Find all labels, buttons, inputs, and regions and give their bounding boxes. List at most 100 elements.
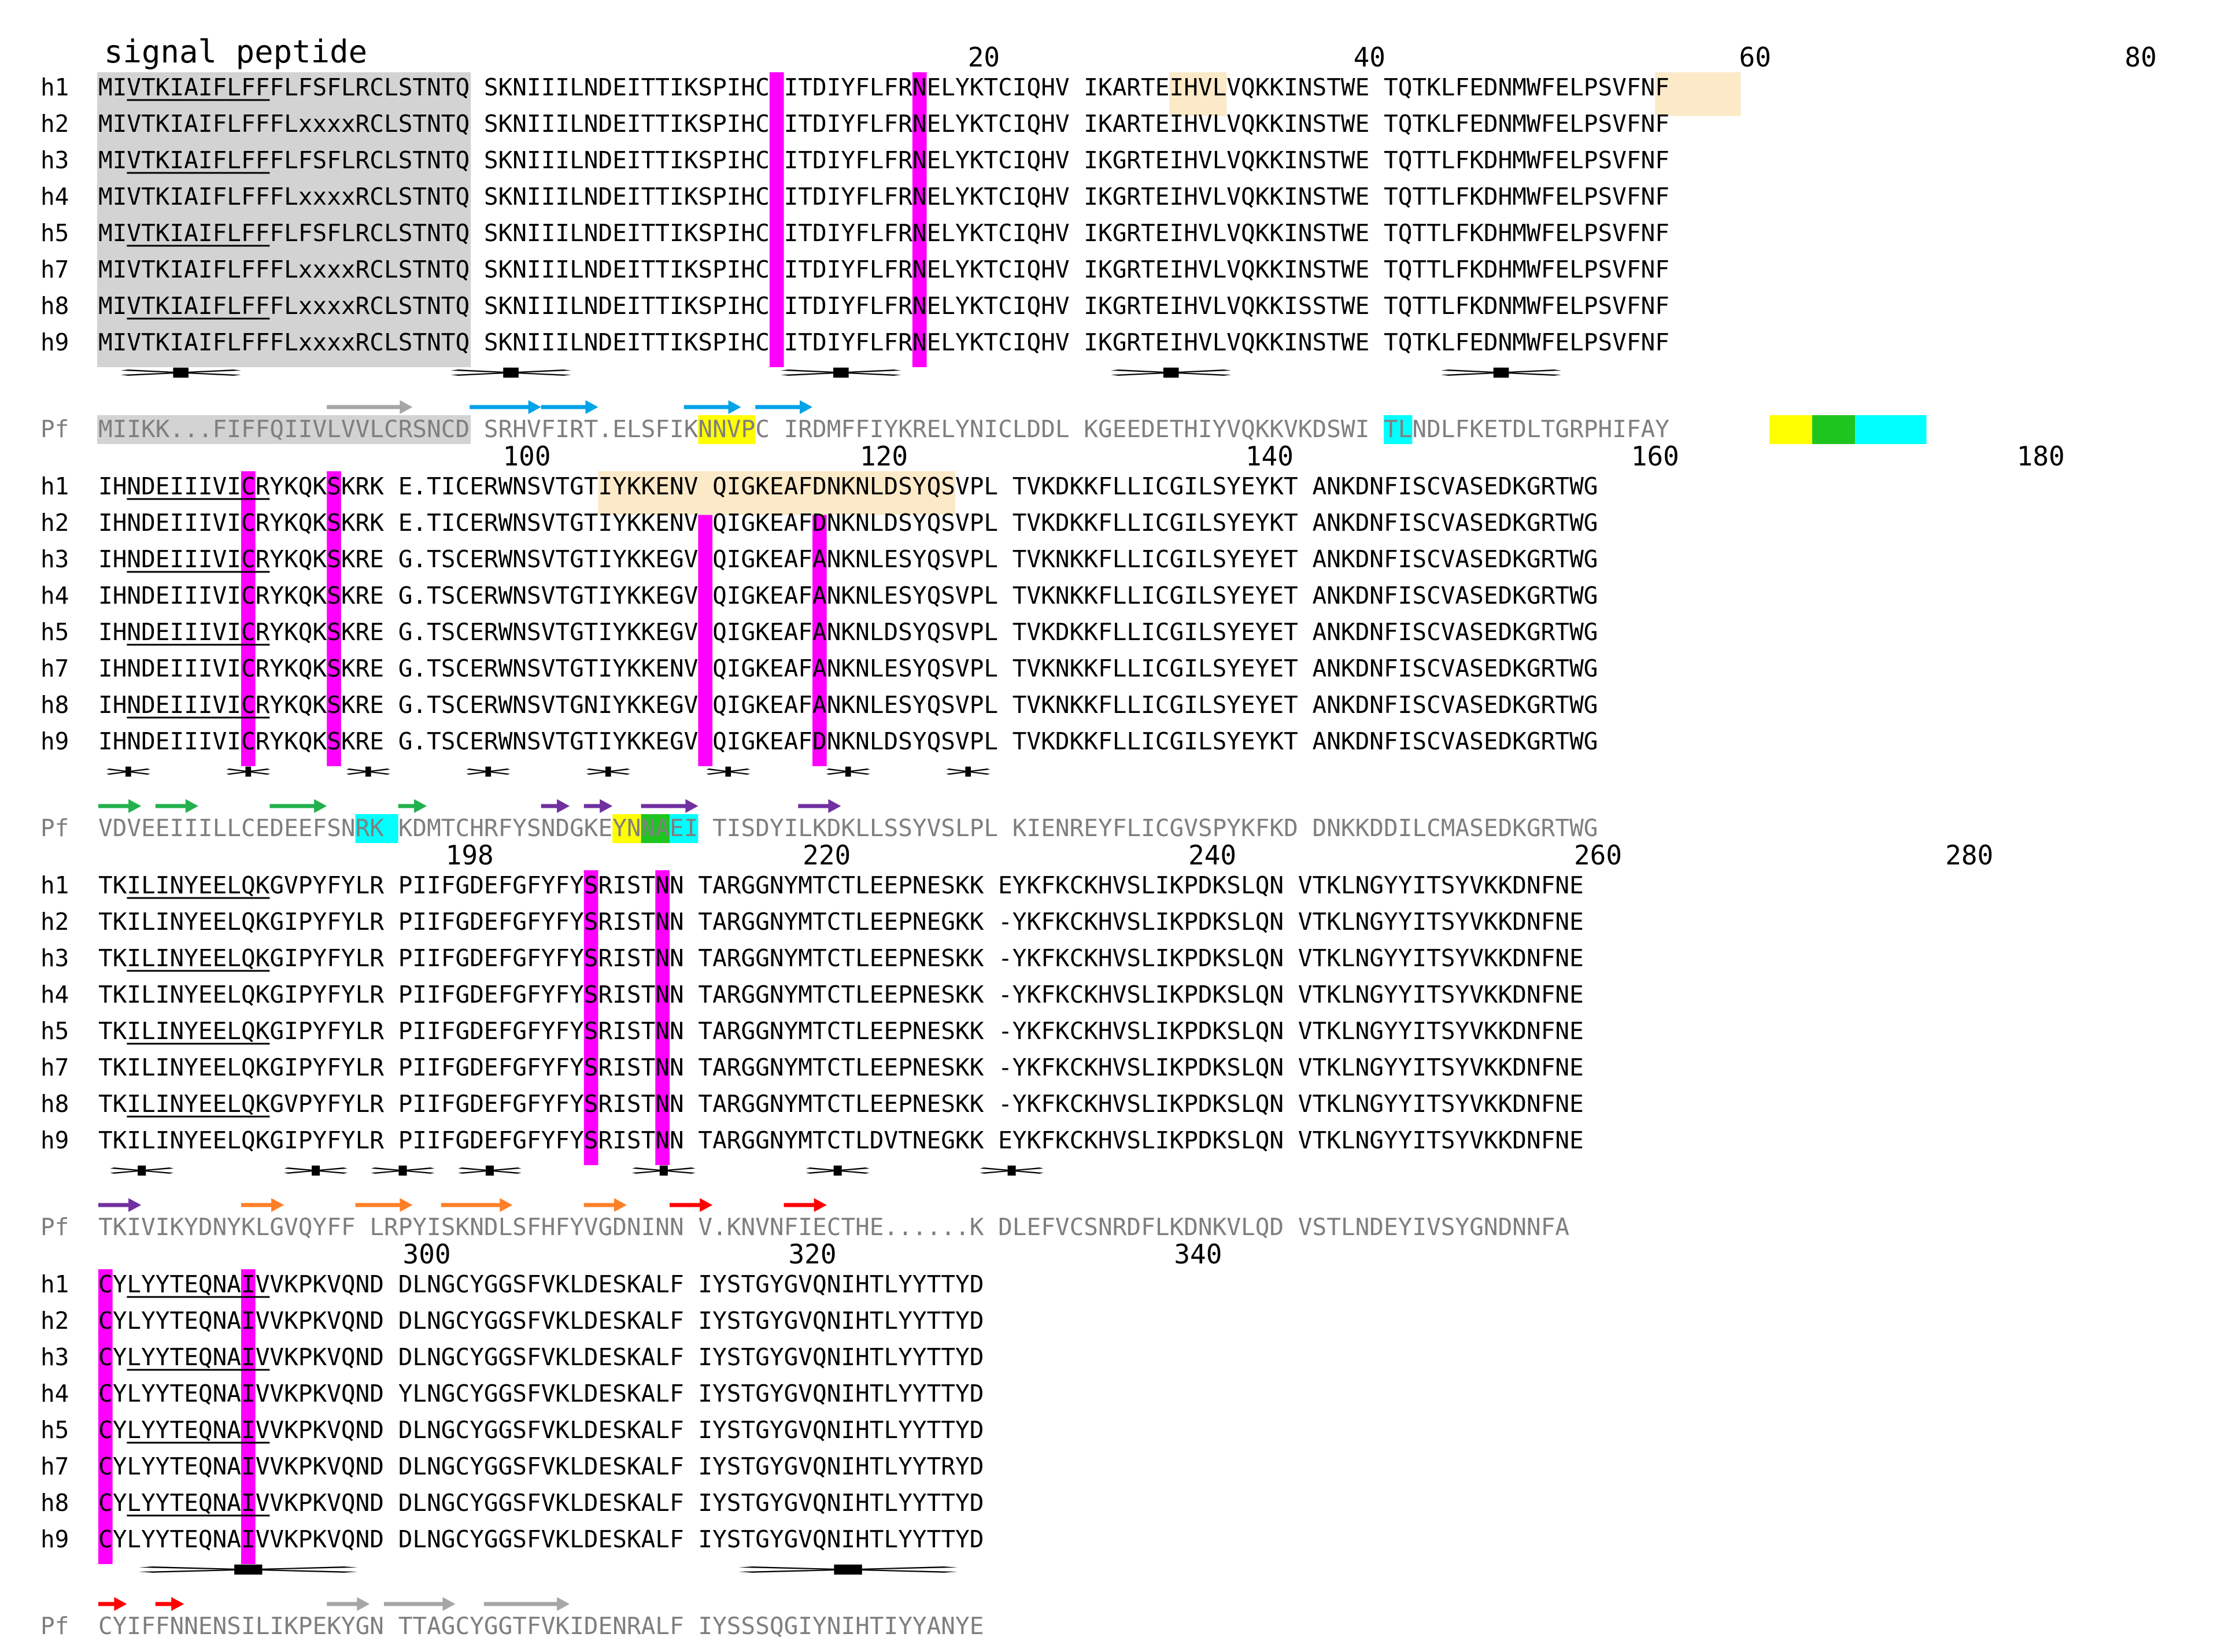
conservation-stars: * * * * * * * * [98, 763, 998, 788]
pf-green-box [641, 814, 670, 843]
position-number: 198 [446, 840, 494, 871]
pf-sequence-row: CYIFFNNENSILIKPEKYGN TTAGCYGGTFVKIDENRAL… [98, 1612, 984, 1640]
signal-peptide-title: signal peptide [104, 34, 367, 70]
sequence-label: h5 [40, 219, 69, 247]
sequence-row: CYLYYTEQNAIVVKPKVQND DLNGCYGGSFVKLDESKAL… [98, 1270, 984, 1298]
sequence-label: h9 [40, 1525, 69, 1553]
sequence-label: h2 [40, 1307, 69, 1335]
sequence-row: IHNDEIIIVICRYKQKSKRK E.TICERWNSVTGTIYKKE… [98, 509, 1598, 537]
sequence-label: h4 [40, 981, 69, 1008]
conservation-stars: * *** * * * [98, 1162, 1055, 1187]
sequence-label: h9 [40, 328, 69, 356]
sequence-row: TKILINYEELQKGIPYFYLR PIIFGDEFGFYFYSRISTN… [98, 1054, 1584, 1081]
strand-arrow-head [814, 1198, 827, 1212]
pf-cyan-box [355, 814, 398, 843]
sequence-row: MIVTKIAIFLFFFLxxxxRCLSTNTQ SKNIIILNDEITT… [98, 110, 1669, 138]
sequence-row: TKILINYEELQKGIPYFYLR PIIFGDEFGFYFYSRISTN… [98, 1126, 1584, 1154]
alignment-text: signal peptide 20 40 60 80 h1 MIVTKIAIFLFFFLF… [40, 34, 2157, 1640]
highlight-layer [97, 72, 1927, 1564]
sequence-row: IHNDEIIIVICRYKQKSKRE G.TSCERWNSVTGTIYKKE… [98, 582, 1598, 609]
cream-box [598, 471, 955, 515]
sequence-row: MIVTKIAIFLFFFLFSFLRCLSTNTQ SKNIIILNDEITT… [98, 146, 1669, 174]
cream-box [1169, 72, 1227, 116]
strand-arrow-head [614, 1198, 627, 1212]
pf-cyan-box [1855, 415, 1927, 444]
sequence-label: h9 [40, 727, 69, 755]
cream-box [1655, 72, 1741, 116]
sequence-row: IHNDEIIIVICRYKQKSKRE G.TSCERWNSVTGTIYKKE… [98, 618, 1598, 646]
pf-sequence-row: VDVEEIIILLCEDEEFSNRK KDMTCHRFYSNDGKEYNNA… [98, 814, 1598, 842]
strand-arrow-head [114, 1597, 127, 1611]
pf-label: Pf [40, 415, 69, 443]
strand-arrow-head [414, 799, 427, 813]
pf-sequence-row: MIIKK...FIFFQIIVLVVLCRSNCD SRHVFIRT.ELSF… [98, 415, 1669, 443]
sequence-row: MIVTKIAIFLFFFLFSFLRCLSTNTQ SKNIIILNDEITT… [98, 73, 1669, 101]
position-number: 140 [1246, 441, 1294, 472]
sequence-row: TKILINYEELQKGIPYFYLR PIIFGDEFGFYFYSRISTN… [98, 981, 1584, 1008]
strand-arrow-head [500, 1198, 513, 1212]
position-number: 180 [2017, 441, 2065, 472]
cysteine-column [769, 72, 784, 367]
sequence-row: CYLYYTEQNAIVVKPKVQND DLNGCYGGSFVKLDESKAL… [98, 1489, 984, 1517]
sequence-label: h7 [40, 1054, 69, 1081]
sequence-label: h8 [40, 292, 69, 320]
sequence-label: h3 [40, 944, 69, 972]
sequence-row: IHNDEIIIVICRYKQKSKRK E.TICERWNSVTGTIYKKE… [98, 472, 1598, 500]
strand-arrow-head [314, 799, 327, 813]
sequence-row: TKILINYEELQKGIPYFYLR PIIFGDEFGFYFYSRISTN… [98, 908, 1584, 936]
pf-label: Pf [40, 1612, 69, 1640]
sequence-label: h9 [40, 1126, 69, 1154]
pf-sequence-row: TKIVIKYDNYKLGVQYFF LRPYISKNDLSFHFYVGDNIN… [98, 1213, 1569, 1241]
cysteine-column [98, 1269, 113, 1564]
sequence-row: CYLYYTEQNAIVVKPKVQND YLNGCYGGSFVKLDESKAL… [98, 1380, 984, 1407]
strand-arrow-head [700, 1198, 713, 1212]
strand-arrow-head [685, 799, 699, 813]
sequence-label: h5 [40, 618, 69, 646]
position-number: 160 [1631, 441, 1679, 472]
sequence-label: h3 [40, 545, 69, 573]
position-number: 220 [803, 840, 851, 871]
sequence-label: h4 [40, 1380, 69, 1407]
strand-arrow-head [128, 1198, 142, 1212]
sequence-label: h2 [40, 509, 69, 537]
sequence-row: TKILINYEELQKGIPYFYLR PIIFGDEFGFYFYSRISTN… [98, 1017, 1584, 1045]
sequence-row: MIVTKIAIFLFFFLxxxxRCLSTNTQ SKNIIILNDEITT… [98, 328, 1669, 356]
cysteine-column [698, 471, 713, 766]
strand-arrow-head [128, 799, 142, 813]
sequence-row: MIVTKIAIFLFFFLxxxxRCLSTNTQ SKNIIILNDEITT… [98, 256, 1669, 283]
sequence-row: CYLYYTEQNAIVVKPKVQND DLNGCYGGSFVKLDESKAL… [98, 1453, 984, 1480]
cysteine-column [812, 471, 827, 766]
sequence-label: h3 [40, 146, 69, 174]
pf-cyan-box [670, 814, 699, 843]
position-number: 40 [1354, 42, 1385, 73]
sequence-label: h1 [40, 73, 69, 101]
strand-arrow-head [557, 1597, 570, 1611]
strand-arrow-head [585, 400, 598, 414]
pf-green-box [1812, 415, 1856, 444]
sequence-row: CYLYYTEQNAIVVKPKVQND DLNGCYGGSFVKLDESKAL… [98, 1307, 984, 1335]
cysteine-column [655, 870, 670, 1165]
position-number: 20 [968, 42, 1000, 73]
sequence-row: MIVTKIAIFLFFFLxxxxRCLSTNTQ SKNIIILNDEITT… [98, 183, 1669, 210]
sequence-row: TKILINYEELQKGVPYFYLR PIIFGDEFGFYFYSRISTN… [98, 1090, 1584, 1118]
underline-layer [127, 99, 270, 1517]
sequence-label: h7 [40, 1453, 69, 1480]
position-number: 80 [2124, 42, 2156, 73]
sequence-label: h7 [40, 256, 69, 283]
strand-arrow-head [185, 799, 198, 813]
strand-arrow-head [600, 799, 613, 813]
strand-arrow-head [357, 1597, 370, 1611]
sequence-row: TKILINYEELQKGIPYFYLR PIIFGDEFGFYFYSRISTN… [98, 944, 1584, 972]
position-number: 60 [1739, 42, 1771, 73]
sequence-row: IHNDEIIIVICRYKQKSKRE G.TSCERWNSVTGTIYKKE… [98, 727, 1598, 755]
strand-arrow-head [828, 799, 841, 813]
pf-label: Pf [40, 814, 69, 842]
sequence-label: h5 [40, 1017, 69, 1045]
sequence-row: MIVTKIAIFLFFFLxxxxRCLSTNTQ SKNIIILNDEITT… [98, 292, 1669, 320]
sequence-label: h4 [40, 183, 69, 210]
sequence-label: h1 [40, 1270, 69, 1298]
pf-signal-box [97, 415, 471, 444]
position-number: 340 [1174, 1239, 1222, 1270]
sequence-label: h4 [40, 582, 69, 609]
